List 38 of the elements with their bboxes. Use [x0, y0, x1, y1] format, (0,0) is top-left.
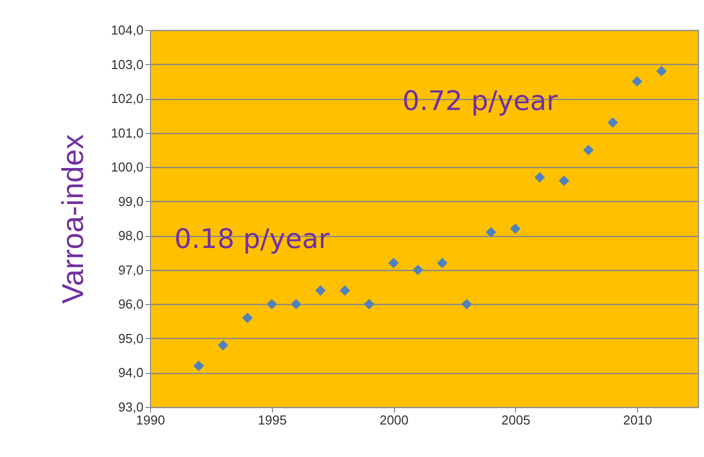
y-tick-label: 95,0: [118, 330, 144, 346]
point: [558, 176, 570, 186]
point: [340, 285, 350, 296]
y-tick-label: 94,0: [118, 365, 144, 380]
point: [461, 298, 472, 310]
y-tick-label: 97,0: [118, 262, 144, 278]
point: [632, 76, 642, 87]
point: [266, 298, 278, 310]
y-tick-label: 103,0: [110, 56, 144, 72]
point: [486, 226, 496, 238]
x-tick-label: 1995: [258, 412, 287, 428]
point: [218, 340, 228, 351]
y-tick-label: 93,0: [118, 400, 144, 414]
point: [656, 66, 667, 76]
x-tick-label: 2010: [623, 412, 652, 428]
y-tick-label: 101,0: [110, 125, 144, 140]
x-tick-label: 2000: [380, 412, 409, 428]
point: [193, 360, 204, 372]
point: [290, 298, 302, 310]
point: [412, 264, 424, 276]
point: [388, 258, 399, 268]
y-tick-label: 102,0: [110, 91, 144, 106]
y-tick-label: 99,0: [118, 194, 144, 209]
point: [534, 172, 545, 183]
point: [315, 285, 326, 296]
point: [242, 312, 253, 324]
point: [510, 224, 521, 234]
point: [437, 258, 448, 268]
x-tick-label: 1990: [136, 412, 165, 428]
y-tick-label: 100,0: [110, 160, 144, 175]
point: [364, 298, 374, 310]
y-tick-label: 98,0: [118, 228, 144, 244]
y-tick-label: 104,0: [110, 22, 144, 38]
y-axis-title: Varroa-index: [56, 134, 90, 304]
x-tick-label: 2005: [501, 412, 530, 428]
point: [583, 144, 594, 156]
point: [608, 117, 618, 128]
y-tick-label: 96,0: [118, 296, 144, 312]
